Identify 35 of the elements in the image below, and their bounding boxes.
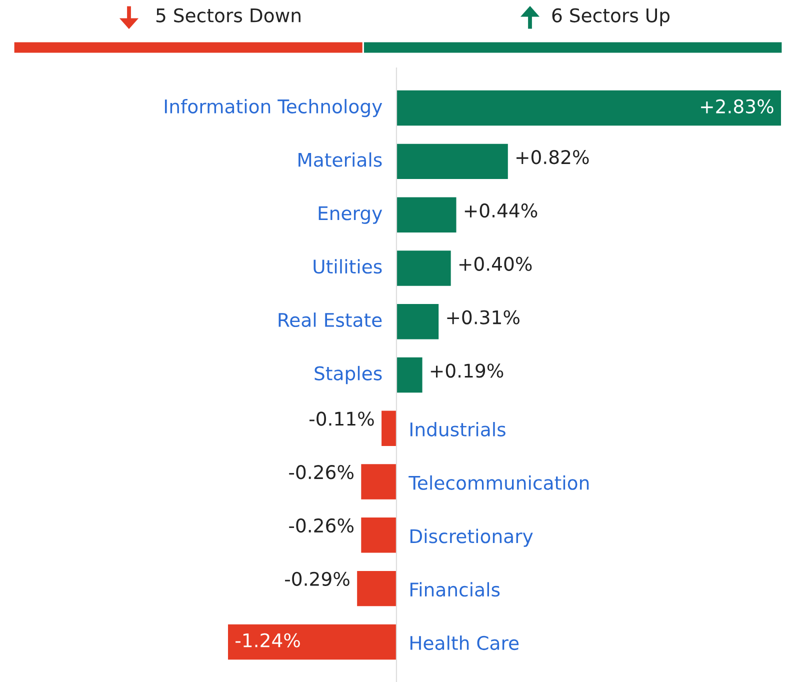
y-tick-label: Real Estate — [278, 312, 382, 328]
bar — [396, 304, 439, 340]
y-tick-label: Industrials — [410, 422, 506, 436]
data-label: +0.19% — [430, 364, 504, 378]
y-tick-label: Utilities — [314, 259, 382, 274]
bar — [228, 624, 396, 660]
data-label: +0.44% — [464, 203, 538, 218]
data-label: +0.31% — [447, 310, 520, 324]
y-tick-label: Health Care — [410, 636, 519, 650]
y-tick-label: Telecommunication — [408, 475, 589, 490]
data-label: -0.26% — [289, 518, 354, 533]
bar — [396, 90, 781, 126]
data-label: -0.11% — [309, 412, 374, 426]
y-tick-label: Financials — [410, 582, 500, 597]
bar — [396, 250, 451, 286]
data-label: +0.82% — [516, 150, 589, 164]
bar — [357, 570, 396, 606]
data-label: +0.40% — [459, 256, 532, 271]
data-label: +2.83% — [701, 99, 774, 114]
data-label: -0.26% — [289, 465, 354, 480]
y-tick-label: Information Technology — [164, 98, 382, 118]
bar — [396, 357, 422, 393]
data-label: -0.29% — [285, 572, 350, 586]
y-tick-label: Energy — [318, 206, 382, 224]
bar — [396, 144, 508, 180]
bar — [396, 197, 456, 232]
text: 6 Sectors Up — [552, 8, 670, 26]
bar — [382, 410, 396, 446]
y-tick-label: Discretionary — [410, 528, 533, 547]
bar — [361, 464, 396, 500]
y-tick-label: Staples — [314, 366, 382, 384]
bar — [361, 518, 396, 553]
y-tick-label: Materials — [298, 152, 382, 167]
text: 5 Sectors Down — [156, 8, 300, 22]
data-label: -1.24% — [236, 633, 300, 648]
